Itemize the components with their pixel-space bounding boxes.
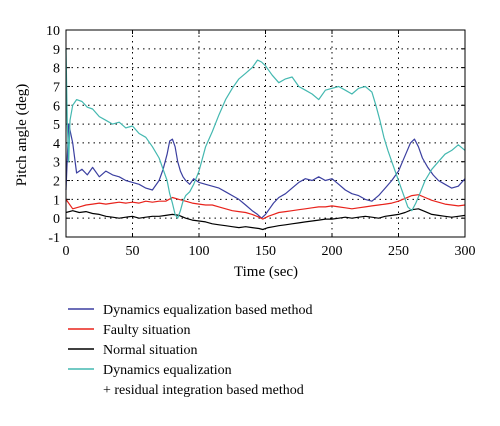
plot-frame <box>65 29 466 238</box>
legend-item-1: Faulty situation <box>68 323 191 338</box>
legend: Dynamics equalization based method Faulty… <box>68 303 313 398</box>
y-tick-label: 2 <box>53 175 60 190</box>
series-line-0 <box>65 123 466 219</box>
y-tick-label: 10 <box>46 24 60 39</box>
y-tick-label: 5 <box>53 118 60 133</box>
legend-label: Dynamics equalization <box>103 363 232 378</box>
legend-item-2: Normal situation <box>68 343 198 358</box>
series-line-1 <box>65 194 466 220</box>
y-tick-label: 8 <box>53 62 60 77</box>
y-axis-label: Pitch angle (deg) <box>14 84 30 186</box>
x-tick-label: 250 <box>388 244 409 259</box>
grid <box>65 29 466 238</box>
x-tick-label: 200 <box>322 244 343 259</box>
y-tick-label: 1 <box>53 193 60 208</box>
x-tick-label: 0 <box>63 244 70 259</box>
y-tick-label: 3 <box>53 156 60 171</box>
x-axis-label: Time (sec) <box>234 264 298 280</box>
legend-label: + residual integration based method <box>103 383 304 398</box>
legend-label: Dynamics equalization based method <box>103 303 313 318</box>
y-tick-label: 9 <box>53 43 60 58</box>
y-tick-label: 7 <box>53 80 60 95</box>
y-tick-label: 6 <box>53 99 60 114</box>
series-line-2 <box>65 208 466 231</box>
x-tick-label: 100 <box>189 244 210 259</box>
y-tick-label: 4 <box>53 137 60 152</box>
y-tick-label: -1 <box>48 231 60 246</box>
legend-label: Faulty situation <box>103 323 191 338</box>
x-tick-label: 150 <box>255 244 276 259</box>
x-tick-label: 50 <box>126 244 140 259</box>
x-tick-label: 300 <box>455 244 476 259</box>
series-lines <box>65 48 466 231</box>
legend-item-3: Dynamics equalization + residual integrat… <box>68 363 304 398</box>
legend-item-0: Dynamics equalization based method <box>68 303 313 318</box>
series-line-3 <box>65 48 466 219</box>
legend-label: Normal situation <box>103 343 198 358</box>
y-tick-label: 0 <box>53 212 60 227</box>
